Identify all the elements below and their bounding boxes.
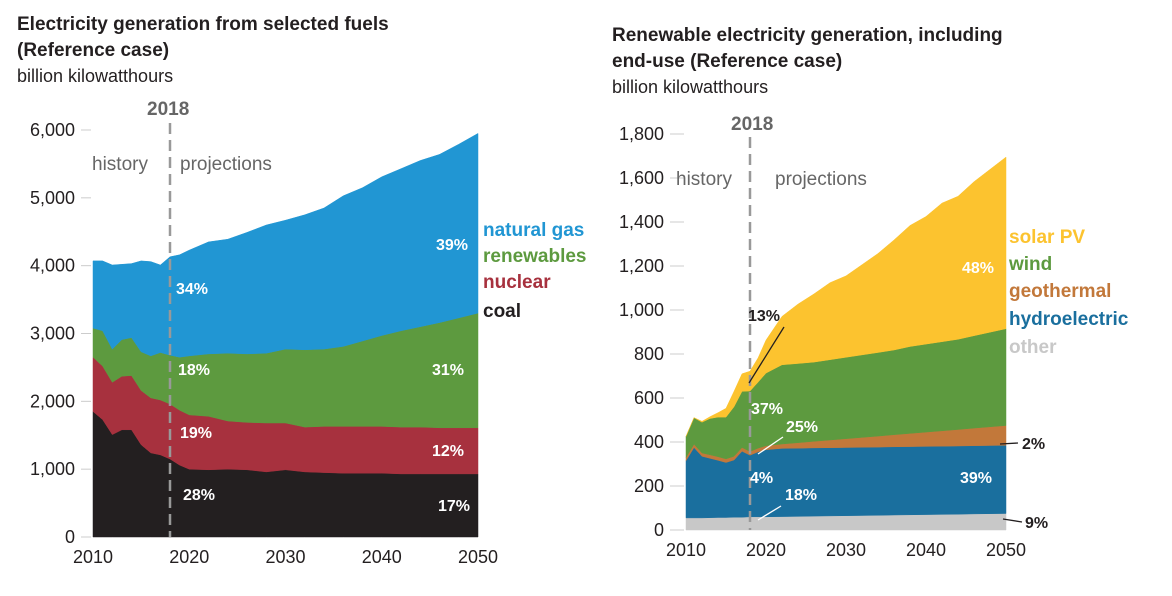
right-share-label-geothermal: 4%	[750, 470, 773, 487]
left-title-line1: Electricity generation from selected fue…	[17, 14, 389, 35]
right-projections-label: projections	[775, 169, 867, 190]
left-y-tick-label: 6,000	[30, 120, 75, 140]
left-x-tick-label: 2050	[458, 547, 498, 567]
right-share-label-solar-pv: 48%	[962, 260, 994, 277]
left-plot: 0 1,000 2,000 3,000 4,000 5,000 6,000 2010 2020 2…	[30, 120, 587, 567]
right-legend-geothermal: geothermal	[1009, 281, 1111, 302]
right-y-tick-label: 400	[634, 432, 664, 452]
right-history-label: history	[676, 169, 732, 190]
right-area-solar-pv	[685, 156, 1007, 437]
left-projections-label: projections	[180, 154, 272, 175]
right-leader-line	[757, 436, 784, 455]
left-history-label: history	[92, 154, 148, 175]
right-share-label-other: 9%	[1025, 515, 1048, 532]
right-legend-wind: wind	[1008, 254, 1052, 275]
right-share-label-wind: 25%	[786, 419, 818, 436]
right-leader-line	[1002, 518, 1023, 523]
right-x-tick-label: 2020	[746, 540, 786, 560]
left-y-tick-label: 2,000	[30, 391, 75, 411]
right-share-label-hydroelectric: 39%	[960, 470, 992, 487]
left-x-tick-label: 2030	[265, 547, 305, 567]
right-share-label-geothermal: 2%	[1022, 436, 1045, 453]
left-y-tick-label: 1,000	[30, 459, 75, 479]
right-y-tick-label: 0	[654, 520, 664, 540]
right-y-tick-label: 600	[634, 388, 664, 408]
right-y-tick-label: 1,800	[619, 124, 664, 144]
left-y-tick-label: 3,000	[30, 324, 75, 344]
left-legend-nuclear: nuclear	[483, 272, 551, 293]
right-share-label-wind: 37%	[751, 401, 783, 418]
left-area-natural-gas	[92, 132, 479, 358]
left-share-label-coal: 17%	[438, 498, 470, 515]
right-legend-solar-pv: solar PV	[1009, 227, 1085, 248]
right-y-tick-label: 1,000	[619, 300, 664, 320]
left-y-unit: billion kilowatthours	[17, 66, 173, 86]
left-legend-coal: coal	[483, 301, 521, 322]
left-y-tick-label: 5,000	[30, 188, 75, 208]
right-leader-line	[757, 505, 782, 521]
left-share-label-renewables: 18%	[178, 362, 210, 379]
left-share-label-natural-gas: 34%	[176, 281, 208, 298]
right-x-tick-label: 2050	[986, 540, 1026, 560]
left-legend-natural-gas: natural gas	[483, 220, 584, 241]
right-x-tick-label: 2030	[826, 540, 866, 560]
right-y-unit: billion kilowatthours	[612, 77, 768, 97]
left-x-tick-label: 2020	[169, 547, 209, 567]
right-legend-hydroelectric: hydroelectric	[1009, 309, 1129, 330]
right-y-tick-label: 200	[634, 476, 664, 496]
right-x-tick-label: 2010	[666, 540, 706, 560]
right-y-tick-label: 1,600	[619, 168, 664, 188]
right-title-line1: Renewable electricity generation, includ…	[612, 25, 1003, 46]
left-share-label-renewables: 31%	[432, 362, 464, 379]
right-leader-line	[748, 326, 785, 384]
left-title-line2: (Reference case)	[17, 40, 169, 61]
right-share-label-hydroelectric: 18%	[785, 487, 817, 504]
left-share-label-natural-gas: 39%	[436, 237, 468, 254]
left-share-label-nuclear: 19%	[180, 425, 212, 442]
left-legend-renewables: renewables	[483, 246, 587, 267]
right-y-tick-label: 1,200	[619, 256, 664, 276]
right-y-tick-label: 800	[634, 344, 664, 364]
right-plot: 0 200 400 600 800 1,000 1,200 1,400 1,600 1,800 20…	[619, 124, 1129, 560]
left-share-label-nuclear: 12%	[432, 443, 464, 460]
left-y-tick-label: 0	[65, 527, 75, 547]
right-legend-other: other	[1009, 337, 1057, 358]
left-x-tick-label: 2040	[362, 547, 402, 567]
left-x-tick-label: 2010	[73, 547, 113, 567]
right-title-line2: end-use (Reference case)	[612, 51, 842, 72]
right-x-tick-label: 2040	[906, 540, 946, 560]
right-y-tick-label: 1,400	[619, 212, 664, 232]
right-marker-year: 2018	[731, 114, 773, 135]
left-share-label-coal: 28%	[183, 487, 215, 504]
right-share-label-solar-pv: 13%	[748, 308, 780, 325]
left-y-tick-label: 4,000	[30, 256, 75, 276]
right-leader-line	[999, 442, 1019, 445]
left-marker-year: 2018	[147, 99, 189, 120]
